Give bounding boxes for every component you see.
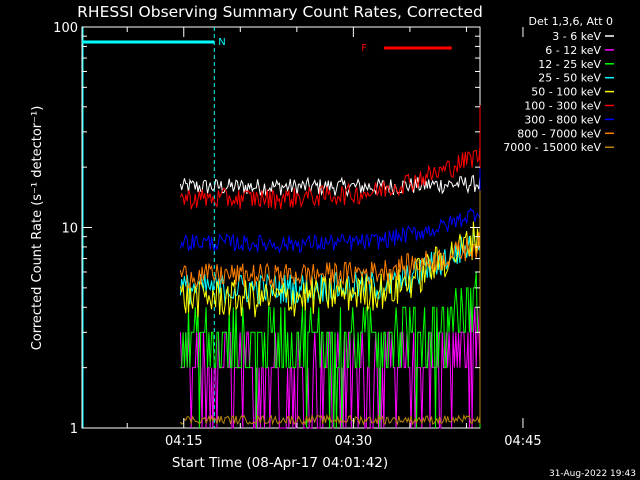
x-tick-label: 04:45 [504, 434, 541, 449]
legend-entry-label: 100 - 300 keV [524, 100, 601, 113]
series-line [179, 190, 481, 426]
x-axis-label: Start Time (08-Apr-17 04:01:42) [172, 455, 388, 471]
legend-header: Det 1,3,6, Att 0 [529, 15, 613, 28]
legend-entry-label: 6 - 12 keV [545, 44, 601, 57]
x-tick-label: 04:15 [165, 434, 202, 449]
x-tick-label: 04:30 [335, 434, 372, 449]
legend-entry-label: 300 - 800 keV [524, 113, 601, 126]
legend-entry-label: 50 - 100 keV [531, 86, 601, 99]
legend-entry-label: 3 - 6 keV [552, 30, 601, 43]
footer-timestamp: 31-Aug-2022 19:43 [549, 469, 636, 479]
legend-entry-label: 800 - 7000 keV [517, 127, 601, 140]
series-line [179, 168, 481, 198]
chart-title: RHESSI Observing Summary Count Rates, Co… [77, 3, 483, 21]
legend-entry-label: 25 - 50 keV [538, 72, 601, 85]
series-line [180, 192, 481, 429]
y-axis-label: Corrected Count Rate (s⁻¹ detector⁻¹) [30, 106, 45, 351]
series-line [179, 168, 481, 254]
legend-entry-label: 12 - 25 keV [538, 58, 601, 71]
legend-entry-label: 7000 - 15000 keV [503, 141, 601, 154]
series-line [179, 105, 481, 210]
annotation-f: F [361, 43, 367, 54]
y-tick-label: 1 [70, 422, 78, 437]
y-tick-label: 100 [53, 21, 78, 36]
plot-area: NF [81, 26, 481, 429]
annotation-n: N [218, 37, 225, 48]
y-tick-label: 10 [61, 222, 78, 237]
